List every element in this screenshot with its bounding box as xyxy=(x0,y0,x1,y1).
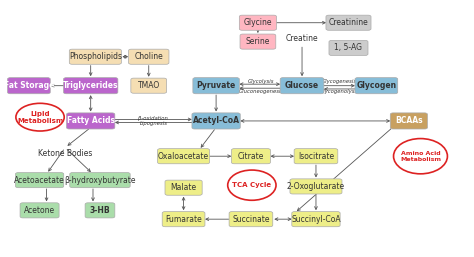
Text: 2-Oxoglutarate: 2-Oxoglutarate xyxy=(287,182,345,191)
FancyBboxPatch shape xyxy=(157,149,210,164)
Text: Creatine: Creatine xyxy=(286,34,319,43)
Text: Glycolysis: Glycolysis xyxy=(248,79,274,84)
Text: Amino Acid
Metabolism: Amino Acid Metabolism xyxy=(400,151,441,162)
FancyBboxPatch shape xyxy=(292,212,340,227)
FancyBboxPatch shape xyxy=(239,15,276,30)
Text: Succinyl-CoA: Succinyl-CoA xyxy=(291,215,341,224)
Text: Glycogenolysis: Glycogenolysis xyxy=(320,89,360,94)
Text: 3-HB: 3-HB xyxy=(90,206,110,215)
Text: Isocitrate: Isocitrate xyxy=(298,152,334,161)
FancyBboxPatch shape xyxy=(128,49,169,64)
Text: TMAO: TMAO xyxy=(137,81,160,90)
FancyBboxPatch shape xyxy=(16,173,64,188)
Text: Lipid
Metabolism: Lipid Metabolism xyxy=(17,111,63,124)
FancyBboxPatch shape xyxy=(390,113,428,129)
Text: TCA Cycle: TCA Cycle xyxy=(232,182,272,188)
FancyBboxPatch shape xyxy=(66,113,115,129)
Text: Oxaloacetate: Oxaloacetate xyxy=(158,152,209,161)
FancyBboxPatch shape xyxy=(69,49,121,64)
Text: 1, 5-AG: 1, 5-AG xyxy=(335,43,363,52)
FancyBboxPatch shape xyxy=(326,15,371,30)
Text: Acetyl-CoA: Acetyl-CoA xyxy=(192,116,239,125)
Text: β-oxidation: β-oxidation xyxy=(138,116,168,121)
Text: Phospholipids: Phospholipids xyxy=(69,52,122,61)
Text: Glycine: Glycine xyxy=(244,18,272,27)
FancyBboxPatch shape xyxy=(8,78,50,94)
Text: Fat Storage: Fat Storage xyxy=(4,81,54,90)
Text: Fatty Acids: Fatty Acids xyxy=(67,116,115,125)
Text: Serine: Serine xyxy=(246,37,270,46)
FancyBboxPatch shape xyxy=(192,113,240,129)
FancyBboxPatch shape xyxy=(70,173,130,188)
FancyBboxPatch shape xyxy=(64,78,118,94)
Text: Gluconeogenesis: Gluconeogenesis xyxy=(238,89,284,94)
Text: Acetoacetate: Acetoacetate xyxy=(14,176,65,185)
Text: BCAAs: BCAAs xyxy=(395,116,423,125)
FancyBboxPatch shape xyxy=(240,34,276,49)
FancyBboxPatch shape xyxy=(85,203,115,218)
FancyBboxPatch shape xyxy=(290,179,342,194)
Text: Glucose: Glucose xyxy=(285,81,319,90)
Text: Triglycerides: Triglycerides xyxy=(63,81,118,90)
Text: Malate: Malate xyxy=(171,183,197,192)
Text: Glycogenesis: Glycogenesis xyxy=(322,79,357,84)
Text: Choline: Choline xyxy=(134,52,163,61)
FancyBboxPatch shape xyxy=(231,149,271,164)
Text: Acetone: Acetone xyxy=(24,206,55,215)
Text: Lipognesis: Lipognesis xyxy=(139,121,167,126)
FancyBboxPatch shape xyxy=(165,180,202,195)
Text: Creatinine: Creatinine xyxy=(328,18,368,27)
Text: Fumarate: Fumarate xyxy=(165,215,202,224)
Text: Citrate: Citrate xyxy=(238,152,264,161)
FancyBboxPatch shape xyxy=(131,78,167,93)
FancyBboxPatch shape xyxy=(162,212,205,227)
FancyBboxPatch shape xyxy=(20,203,59,218)
Text: β-hydroxybutyrate: β-hydroxybutyrate xyxy=(64,176,136,185)
Text: Pyruvate: Pyruvate xyxy=(196,81,236,90)
FancyBboxPatch shape xyxy=(229,212,273,227)
FancyBboxPatch shape xyxy=(355,78,398,94)
Text: Glycogen: Glycogen xyxy=(356,81,396,90)
FancyBboxPatch shape xyxy=(280,78,324,94)
FancyBboxPatch shape xyxy=(294,149,338,164)
Text: Ketone Bodies: Ketone Bodies xyxy=(38,149,92,158)
FancyBboxPatch shape xyxy=(193,78,239,94)
FancyBboxPatch shape xyxy=(329,40,368,56)
Text: Succinate: Succinate xyxy=(232,215,270,224)
